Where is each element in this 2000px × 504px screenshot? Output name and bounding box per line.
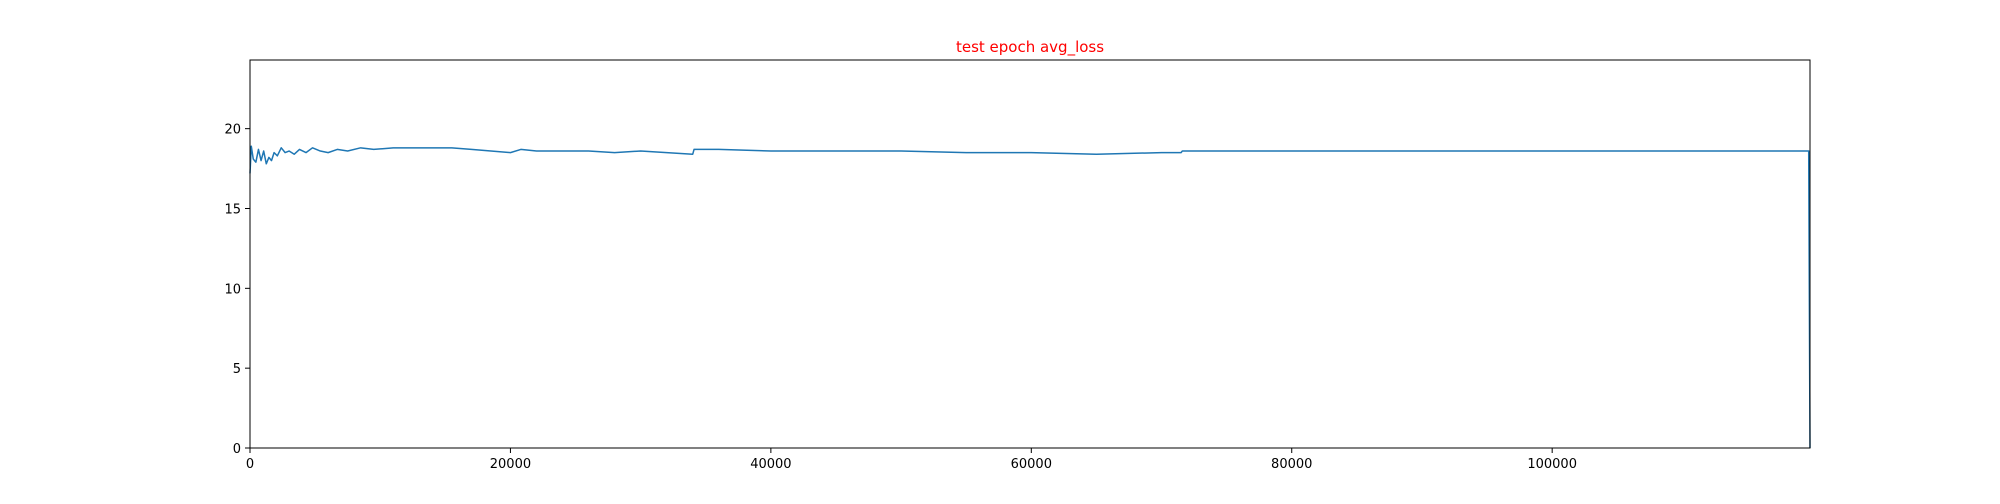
axes-frame: [249, 59, 1811, 449]
y-tick-label: 10: [224, 282, 241, 297]
chart-title: test epoch avg_loss: [956, 38, 1104, 57]
y-tick-label: 0: [233, 442, 241, 457]
x-tick-label: 20000: [490, 457, 531, 472]
x-tick-label: 100000: [1527, 457, 1577, 472]
axis-ticks: 0 20000 40000 60000 80000 100000 0 5 10 15 20: [224, 123, 1577, 472]
y-tick-label: 5: [233, 362, 241, 377]
x-tick-label: 40000: [750, 457, 791, 472]
plot-area: [249, 59, 1811, 449]
y-tick-label: 15: [224, 202, 241, 217]
series-line: [249, 145, 1811, 449]
x-tick-label: 60000: [1011, 457, 1052, 472]
x-tick-label: 0: [246, 457, 254, 472]
x-tick-label: 80000: [1271, 457, 1312, 472]
y-tick-label: 20: [224, 123, 241, 138]
